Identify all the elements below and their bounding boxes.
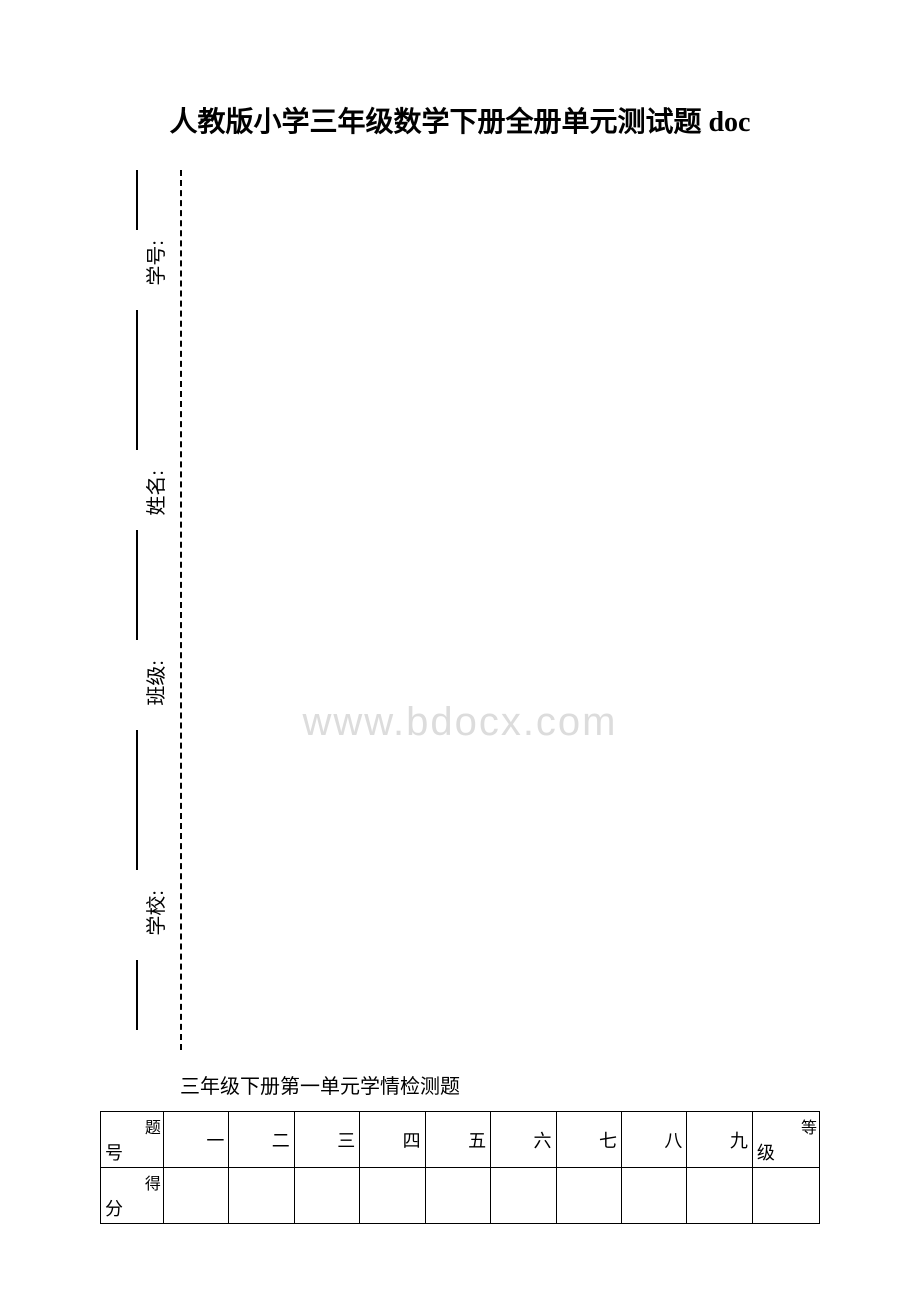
score-table: 题 号 一 二 三 四 五 六 七 八 九 等 级 得 分: [100, 1111, 820, 1224]
score-cell: [621, 1168, 686, 1224]
number-cell: 一: [163, 1112, 228, 1168]
cell-text: 八: [664, 1127, 682, 1153]
table-row: 题 号 一 二 三 四 五 六 七 八 九 等 级: [101, 1112, 820, 1168]
label-school: 学校:: [140, 890, 169, 936]
number-cell: 八: [621, 1112, 686, 1168]
score-cell: [360, 1168, 425, 1224]
binding-dashed-line: [180, 170, 182, 1050]
binding-line-segment: [136, 530, 138, 640]
cell-text: 四: [403, 1127, 421, 1153]
number-cell: 二: [229, 1112, 294, 1168]
cell-text: 得: [145, 1170, 161, 1194]
binding-labels-group: 学号: 姓名: 班级: 学校:: [110, 170, 170, 1050]
table-row: 得 分: [101, 1168, 820, 1224]
score-cell: [163, 1168, 228, 1224]
number-cell: 四: [360, 1112, 425, 1168]
cell-text: 六: [534, 1127, 552, 1153]
binding-line-segment: [136, 170, 138, 230]
score-cell: [229, 1168, 294, 1224]
binding-line-segment: [136, 310, 138, 450]
cell-text: 题: [145, 1114, 161, 1138]
label-student-id: 学号:: [140, 240, 169, 286]
score-cell: [491, 1168, 556, 1224]
cell-text: 号: [105, 1139, 123, 1165]
score-cell: [294, 1168, 359, 1224]
cell-text: 九: [730, 1127, 748, 1153]
binding-line-segment: [136, 730, 138, 870]
score-cell: [687, 1168, 752, 1224]
header-cell-question-number: 题 号: [101, 1112, 164, 1168]
score-cell: [425, 1168, 490, 1224]
section-subtitle: 三年级下册第一单元学情检测题: [180, 1070, 820, 1099]
number-cell: 六: [491, 1112, 556, 1168]
page-title: 人教版小学三年级数学下册全册单元测试题 doc: [100, 100, 820, 140]
score-cell: [556, 1168, 621, 1224]
cell-text: 二: [272, 1127, 290, 1153]
cell-text: 级: [757, 1139, 775, 1165]
score-cell: [752, 1168, 819, 1224]
number-cell: 三: [294, 1112, 359, 1168]
cell-text: 三: [337, 1127, 355, 1153]
binding-margin-area: 学号: 姓名: 班级: 学校: www.bdocx.com: [100, 170, 820, 1050]
label-class: 班级:: [140, 660, 169, 706]
cell-text: 五: [468, 1127, 486, 1153]
watermark-text: www.bdocx.com: [303, 700, 618, 745]
cell-text: 七: [599, 1127, 617, 1153]
label-name: 姓名:: [140, 470, 169, 516]
cell-text: 一: [206, 1127, 224, 1153]
cell-text: 等: [801, 1114, 817, 1138]
binding-line-segment: [136, 960, 138, 1030]
cell-text: 分: [105, 1195, 123, 1221]
number-cell: 九: [687, 1112, 752, 1168]
number-cell: 五: [425, 1112, 490, 1168]
header-cell-score: 得 分: [101, 1168, 164, 1224]
document-page: 人教版小学三年级数学下册全册单元测试题 doc 学号: 姓名: 班级: 学校: …: [0, 0, 920, 1302]
number-cell: 七: [556, 1112, 621, 1168]
header-cell-grade: 等 级: [752, 1112, 819, 1168]
